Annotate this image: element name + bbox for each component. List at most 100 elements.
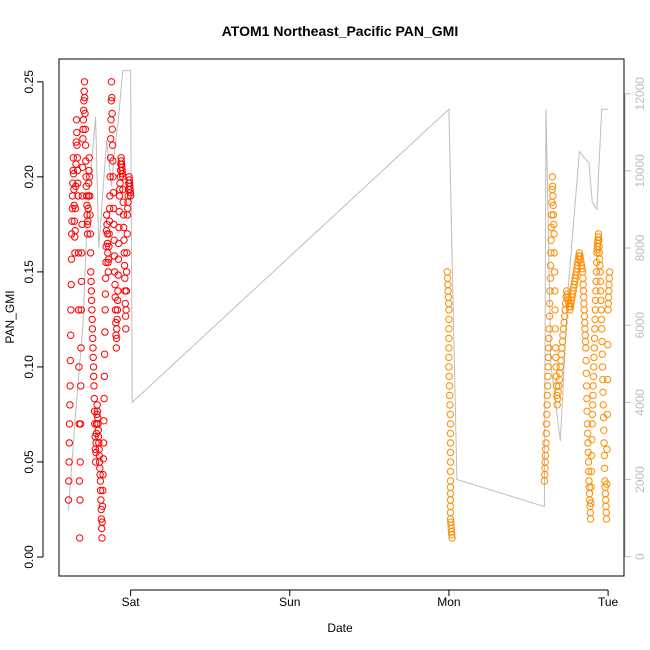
data-point <box>108 125 117 134</box>
data-point <box>591 296 600 305</box>
data-point <box>597 287 605 295</box>
data-point <box>550 268 559 276</box>
data-point <box>74 306 83 314</box>
data-point <box>545 334 553 343</box>
data-point <box>82 173 90 181</box>
data-point <box>604 299 612 308</box>
data-point <box>80 78 89 86</box>
data-point <box>93 401 101 409</box>
data-point <box>445 344 453 352</box>
data-point <box>74 179 82 187</box>
data-point <box>114 255 123 263</box>
data-point <box>111 280 119 289</box>
data-point <box>598 325 606 333</box>
data-point <box>68 217 76 225</box>
data-point <box>87 296 96 305</box>
plot-area <box>58 58 625 577</box>
data-point <box>78 249 86 257</box>
data-point <box>579 280 587 289</box>
data-point <box>446 429 455 438</box>
x-tick-label: Sun <box>279 595 300 609</box>
data-point <box>100 417 108 425</box>
data-point <box>122 325 130 333</box>
data-point <box>99 455 108 463</box>
data-point <box>77 344 85 352</box>
data-point <box>445 372 453 381</box>
data-point <box>90 382 98 390</box>
data-point <box>87 277 95 286</box>
data-point <box>543 382 552 390</box>
data-point <box>119 211 128 219</box>
data-point <box>542 439 550 447</box>
data-point <box>545 325 553 333</box>
data-point <box>67 306 75 314</box>
data-point <box>603 480 611 488</box>
data-point <box>541 451 550 460</box>
data-point <box>580 306 588 314</box>
data-point <box>72 138 80 146</box>
data-point <box>116 179 124 187</box>
data-point <box>583 394 591 403</box>
data-point <box>600 439 608 447</box>
data-point <box>76 496 84 504</box>
data-point <box>122 306 130 314</box>
data-point <box>120 261 129 270</box>
data-point <box>543 391 551 400</box>
data-point <box>548 182 557 191</box>
data-point <box>545 312 554 320</box>
data-point <box>549 211 558 219</box>
data-point <box>446 477 455 485</box>
data-point <box>589 401 597 409</box>
data-point <box>599 388 607 396</box>
data-point <box>87 268 95 276</box>
data-point <box>586 508 594 517</box>
data-point <box>445 315 453 324</box>
data-point <box>81 109 89 118</box>
data-point <box>542 429 550 438</box>
data-point <box>552 353 560 362</box>
data-point <box>126 189 135 197</box>
data-point <box>583 420 592 428</box>
data-point <box>96 486 105 495</box>
data-point <box>589 382 597 390</box>
data-point <box>102 274 110 282</box>
y-tick-label: 0.05 <box>22 450 36 474</box>
data-point <box>109 204 118 213</box>
y2-tick-label: 2000 <box>633 466 647 493</box>
altitude-line <box>68 70 609 511</box>
data-point <box>77 306 86 314</box>
data-point <box>76 420 85 428</box>
data-point <box>559 331 567 339</box>
data-point <box>580 293 588 301</box>
data-point <box>579 287 588 295</box>
data-point <box>65 420 74 428</box>
data-point <box>551 287 559 295</box>
data-point <box>445 382 454 390</box>
data-point <box>592 277 600 286</box>
data-point <box>112 334 121 343</box>
data-point <box>446 439 455 447</box>
data-point <box>582 344 590 352</box>
data-point <box>446 508 455 517</box>
data-point <box>597 315 606 324</box>
data-point <box>579 274 587 282</box>
data-point <box>590 353 598 362</box>
data-point <box>606 268 614 276</box>
data-point <box>553 401 561 409</box>
data-point <box>548 173 557 181</box>
data-point <box>104 255 113 263</box>
data-point <box>118 170 127 178</box>
data-point <box>100 394 108 403</box>
data-point <box>557 356 565 365</box>
data-point <box>446 483 455 491</box>
x-tick-label: Sat <box>122 595 141 609</box>
data-point <box>580 299 588 308</box>
data-point <box>122 268 131 276</box>
data-point <box>446 391 454 400</box>
data-point <box>111 306 120 314</box>
data-point <box>72 116 81 124</box>
y-axis: 0.00 0.05 0.10 0.15 0.20 0.25 <box>22 70 44 569</box>
y-tick-label: 0.25 <box>22 70 36 94</box>
data-point <box>80 87 88 96</box>
